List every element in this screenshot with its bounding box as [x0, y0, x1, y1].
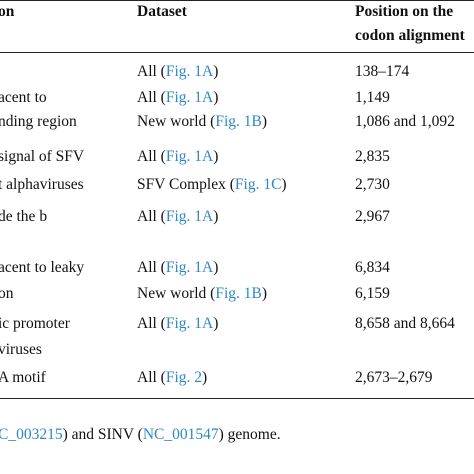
- figure-link[interactable]: Fig. 1B: [215, 113, 262, 130]
- location-cell: acent to: [0, 89, 47, 106]
- location-cell: de the b: [0, 208, 48, 225]
- position-cell: 1,149: [355, 89, 390, 106]
- dataset-text: All (: [137, 63, 166, 80]
- position-cell: 2,967: [355, 208, 390, 225]
- dataset-text: ): [213, 208, 219, 225]
- location-cell: A motif: [0, 369, 46, 386]
- location-cell: viruses: [0, 341, 42, 358]
- dataset-cell: All (Fig. 1A): [137, 314, 218, 334]
- dataset-text: ): [261, 285, 268, 302]
- bottom-rule: [0, 398, 474, 399]
- dataset-text: All (: [137, 89, 166, 106]
- figure-link[interactable]: Fig. 1A: [165, 148, 214, 165]
- location-cell: on: [0, 285, 14, 302]
- dataset-text: ): [213, 259, 219, 276]
- dataset-text: SFV Complex (: [137, 176, 235, 193]
- figure-link[interactable]: Fig. 1A: [165, 208, 214, 225]
- accession-link[interactable]: NC_001547: [142, 426, 219, 443]
- figure-link[interactable]: Fig. 1A: [165, 89, 214, 106]
- dataset-cell: All (Fig. 1A): [137, 88, 218, 108]
- position-cell: 6,834: [355, 259, 390, 276]
- figure-link[interactable]: Fig. 1C: [234, 176, 282, 193]
- dataset-cell: New world (Fig. 1B): [137, 284, 267, 304]
- accession-link[interactable]: C_003215: [0, 426, 63, 443]
- dataset-text: New world (: [137, 285, 216, 302]
- position-cell: 2,730: [355, 176, 390, 193]
- dataset-cell: All (Fig. 1A): [137, 62, 218, 82]
- header-rule: [0, 52, 474, 53]
- top-rule: [0, 0, 474, 1]
- dataset-text: ): [261, 113, 268, 130]
- dataset-text: ): [213, 148, 219, 165]
- footnote-text: ) genome.: [218, 426, 281, 443]
- footnote-text: ) and SINV (: [62, 426, 143, 443]
- dataset-text: All (: [137, 315, 166, 332]
- header-cell: Dataset: [137, 3, 187, 20]
- location-cell: acent to leaky: [0, 259, 85, 276]
- location-cell: ic promoter: [0, 315, 70, 332]
- dataset-text: ): [281, 176, 287, 193]
- dataset-cell: All (Fig. 1A): [137, 147, 218, 167]
- dataset-text: ): [202, 369, 208, 386]
- location-cell: t alphaviruses: [0, 176, 84, 193]
- location-cell: signal of SFV: [0, 148, 85, 165]
- location-cell: nding region: [0, 113, 77, 130]
- position-cell: 2,835: [355, 148, 390, 165]
- position-cell: 8,658 and 8,664: [355, 315, 455, 332]
- figure-link[interactable]: Fig. 1A: [165, 63, 214, 80]
- dataset-text: All (: [137, 208, 166, 225]
- header-cell: on: [0, 3, 15, 20]
- dataset-text: ): [213, 63, 219, 80]
- header-cell: codon alignment: [355, 27, 465, 44]
- position-cell: 6,159: [355, 285, 390, 302]
- footnote: C_003215) and SINV (NC_001547) genome.: [0, 425, 281, 445]
- dataset-text: All (: [137, 259, 166, 276]
- figure-link[interactable]: Fig. 1B: [215, 285, 262, 302]
- header-cell: Position on the: [355, 3, 454, 20]
- position-cell: 138–174: [355, 63, 410, 80]
- figure-link[interactable]: Fig. 1A: [165, 259, 214, 276]
- dataset-text: New world (: [137, 113, 216, 130]
- dataset-cell: All (Fig. 2): [137, 368, 207, 388]
- figure-link[interactable]: Fig. 2: [165, 369, 203, 386]
- dataset-cell: New world (Fig. 1B): [137, 112, 267, 132]
- dataset-cell: All (Fig. 1A): [137, 258, 218, 278]
- dataset-text: ): [213, 89, 219, 106]
- figure-link[interactable]: Fig. 1A: [165, 315, 214, 332]
- dataset-cell: All (Fig. 1A): [137, 207, 218, 227]
- dataset-cell: SFV Complex (Fig. 1C): [137, 175, 287, 195]
- position-cell: 2,673–2,679: [355, 369, 433, 386]
- position-cell: 1,086 and 1,092: [355, 113, 455, 130]
- dataset-text: All (: [137, 369, 166, 386]
- dataset-text: All (: [137, 148, 166, 165]
- dataset-text: ): [213, 315, 219, 332]
